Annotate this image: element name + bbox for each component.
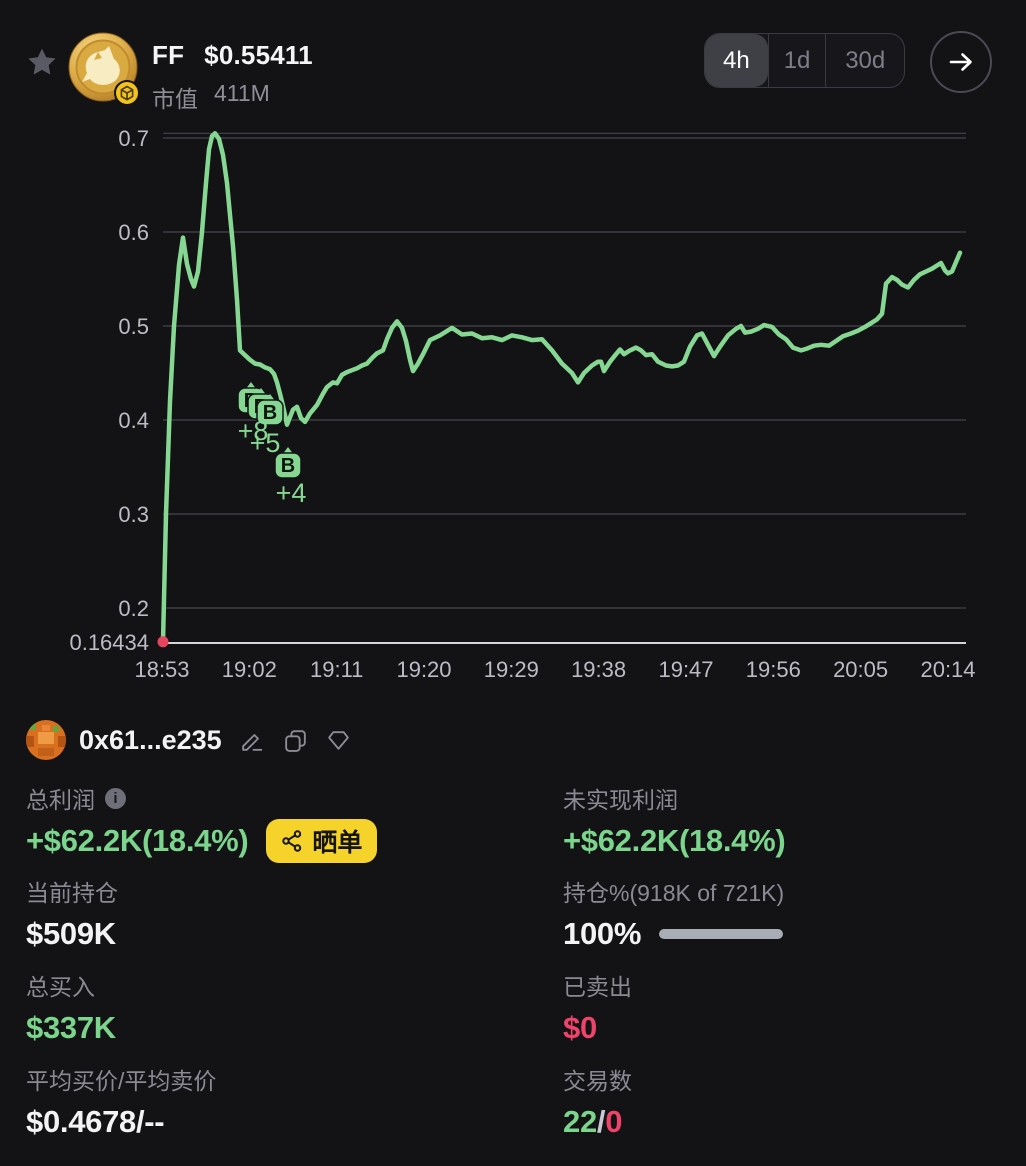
svg-text:19:38: 19:38 xyxy=(571,657,626,682)
svg-text:+4: +4 xyxy=(276,478,307,508)
pencil-icon xyxy=(242,733,263,751)
svg-text:B: B xyxy=(263,402,277,424)
stat-sold: 已卖出 $0 xyxy=(563,971,1026,1048)
favorite-star-button[interactable] xyxy=(26,46,58,78)
avg-price-label: 平均买价/平均卖价 xyxy=(26,1068,217,1094)
total-buy-label: 总买入 xyxy=(26,974,95,1000)
stat-position-pct: 持仓%(918K of 721K) 100% xyxy=(563,877,1026,954)
share-icon xyxy=(282,830,302,852)
token-header: FF $0.55411 市值 411M xyxy=(152,40,313,114)
stat-avg-price: 平均买价/平均卖价 $0.4678/-- xyxy=(26,1065,506,1142)
wallet-address: 0x61...e235 xyxy=(79,724,222,755)
market-cap-value: 411M xyxy=(214,80,270,106)
timeframe-30d[interactable]: 30d xyxy=(825,34,904,87)
svg-text:0.5: 0.5 xyxy=(118,314,149,339)
svg-text:19:47: 19:47 xyxy=(658,657,713,682)
trades-separator: / xyxy=(596,1104,606,1139)
svg-text:19:56: 19:56 xyxy=(746,657,801,682)
current-position-label: 当前持仓 xyxy=(26,880,118,906)
timeframe-switcher: 4h 1d 30d xyxy=(704,33,905,88)
stat-unrealized-profit: 未实现利润 +$62.2K(18.4%) xyxy=(563,784,1026,861)
svg-text:19:11: 19:11 xyxy=(310,657,363,682)
stat-current-position: 当前持仓 $509K xyxy=(26,877,506,954)
svg-text:+8: +8 xyxy=(238,416,269,446)
wallet-row: 0x61...e235 xyxy=(26,719,354,761)
svg-text:19:20: 19:20 xyxy=(396,657,451,682)
svg-text:+5: +5 xyxy=(250,428,281,458)
svg-text:B: B xyxy=(281,455,295,477)
svg-text:0.4: 0.4 xyxy=(118,408,149,433)
stat-total-profit: 总利润 i +$62.2K(18.4%) 晒单 xyxy=(26,784,506,863)
stat-trades: 交易数 22 / 0 xyxy=(563,1065,1026,1142)
trades-buy-count: 22 xyxy=(563,1104,597,1139)
token-avatar xyxy=(68,32,140,106)
info-icon[interactable]: i xyxy=(105,787,126,809)
stat-total-buy: 总买入 $337K xyxy=(26,971,506,1048)
total-buy-value: $337K xyxy=(26,1010,116,1045)
gem-tag-icon xyxy=(328,730,349,750)
market-cap-label: 市值 xyxy=(152,86,198,112)
position-progress-bar xyxy=(659,929,784,939)
avg-price-value: $0.4678/-- xyxy=(26,1104,165,1139)
share-pnl-button[interactable]: 晒单 xyxy=(266,819,378,863)
share-pnl-label: 晒单 xyxy=(312,829,363,857)
svg-text:18:53: 18:53 xyxy=(134,657,189,682)
total-profit-label: 总利润 xyxy=(26,787,95,813)
svg-text:0.16434: 0.16434 xyxy=(69,630,149,655)
svg-text:19:02: 19:02 xyxy=(222,657,277,682)
copy-address-button[interactable] xyxy=(281,725,311,755)
expand-chart-button[interactable] xyxy=(930,31,992,93)
svg-text:20:14: 20:14 xyxy=(920,657,975,682)
arrow-right-icon xyxy=(949,53,972,71)
position-pct-value: 100% xyxy=(563,916,642,951)
timeframe-1d[interactable]: 1d xyxy=(767,34,826,87)
current-position-value: $509K xyxy=(26,916,116,951)
token-symbol: FF xyxy=(152,40,185,70)
token-price: $0.55411 xyxy=(204,40,313,70)
timeframe-4h[interactable]: 4h xyxy=(705,34,768,87)
star-icon xyxy=(28,48,56,75)
tag-button[interactable] xyxy=(324,725,354,755)
edit-note-button[interactable] xyxy=(238,725,268,755)
sold-label: 已卖出 xyxy=(563,974,632,1000)
wallet-avatar xyxy=(26,720,66,760)
trades-label: 交易数 xyxy=(563,1068,632,1094)
svg-text:0.7: 0.7 xyxy=(118,126,149,151)
copy-icon xyxy=(285,729,306,752)
svg-text:20:05: 20:05 xyxy=(833,657,888,682)
unrealized-profit-label: 未实现利润 xyxy=(563,787,678,813)
sold-value: $0 xyxy=(563,1010,597,1045)
svg-text:0.2: 0.2 xyxy=(118,596,149,621)
svg-text:19:29: 19:29 xyxy=(484,657,539,682)
svg-text:0.6: 0.6 xyxy=(118,220,149,245)
trades-sell-count: 0 xyxy=(605,1104,623,1139)
svg-text:0.3: 0.3 xyxy=(118,502,149,527)
unrealized-profit-value: +$62.2K(18.4%) xyxy=(563,823,786,858)
position-pct-label: 持仓%(918K of 721K) xyxy=(563,880,785,906)
chain-badge-icon xyxy=(114,80,140,106)
total-profit-value: +$62.2K(18.4%) xyxy=(26,823,249,858)
